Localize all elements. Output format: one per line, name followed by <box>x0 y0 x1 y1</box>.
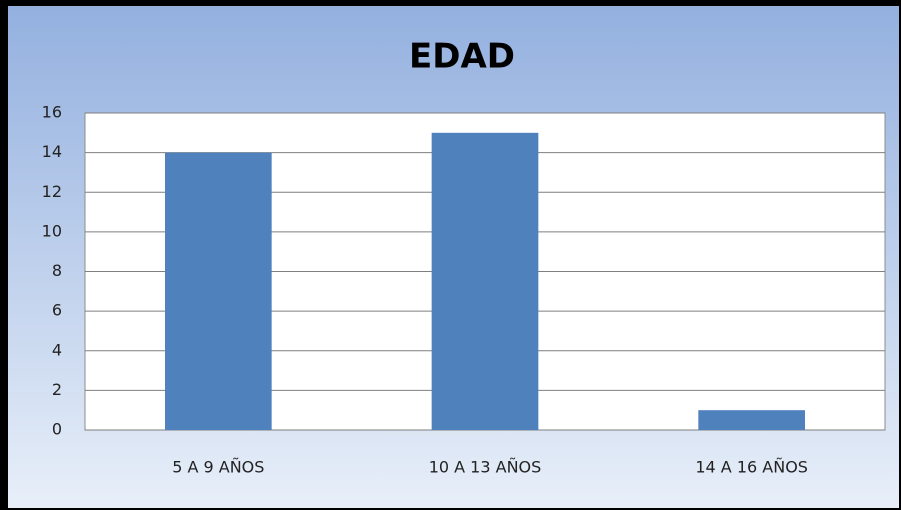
x-tick-label: 14 A 16 AÑOS <box>695 458 808 477</box>
bar <box>698 410 805 430</box>
y-tick-label: 16 <box>42 103 62 122</box>
y-tick-label: 8 <box>52 261 62 280</box>
y-tick-label: 14 <box>42 142 62 161</box>
x-tick-label: 5 A 9 AÑOS <box>172 458 264 477</box>
chart-title: EDAD <box>409 37 515 77</box>
y-tick-label: 6 <box>52 301 62 320</box>
y-tick-label: 0 <box>52 420 62 439</box>
y-tick-label: 12 <box>42 182 62 201</box>
x-tick-label: 10 A 13 AÑOS <box>429 458 542 477</box>
bar <box>431 132 539 430</box>
y-tick-label: 10 <box>42 221 62 240</box>
y-tick-label: 4 <box>52 340 62 359</box>
y-tick-label: 2 <box>52 380 62 399</box>
bar <box>165 152 272 430</box>
